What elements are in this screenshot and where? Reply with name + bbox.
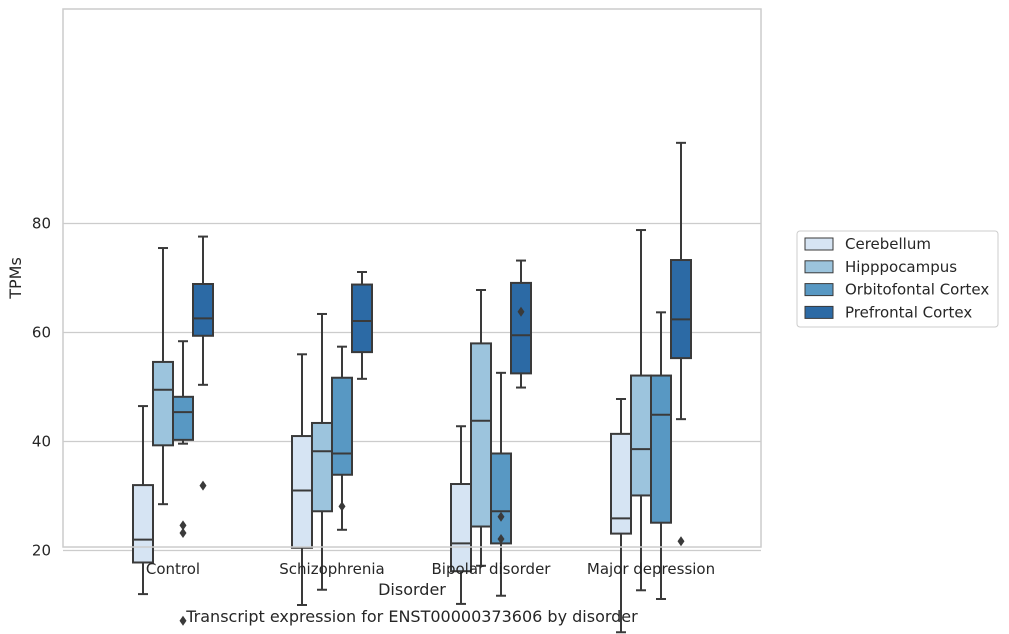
box-body (351, 283, 373, 354)
box-3-3 (670, 141, 692, 547)
outlier-point (497, 511, 505, 522)
box-3-1 (351, 271, 373, 380)
y-tick-label: 20 (32, 542, 51, 560)
box-body (490, 452, 512, 545)
box-body (630, 374, 652, 497)
chart-caption: Transcript expression for ENST0000037360… (185, 607, 638, 626)
box-0-0 (132, 405, 154, 596)
box-3-2 (510, 259, 532, 389)
x-tick-label: Schizophrenia (279, 560, 384, 578)
box-2-0 (172, 340, 194, 626)
outlier-point (677, 536, 685, 547)
y-tick-label: 40 (32, 433, 51, 451)
box-2-2 (490, 371, 512, 597)
legend-swatch (804, 237, 834, 251)
outlier-point (179, 615, 187, 626)
outlier-point (179, 528, 187, 539)
box-0-1 (291, 353, 313, 606)
x-axis-label: Disorder (378, 580, 446, 599)
box-body (311, 421, 333, 513)
legend-label: Cerebellum (845, 235, 931, 253)
gridlines (63, 222, 761, 552)
box-2-3 (650, 311, 672, 601)
x-tick-label: Bipolar disorder (432, 560, 552, 578)
outlier-point (338, 501, 346, 512)
box-body (172, 395, 194, 441)
box-1-0 (152, 247, 174, 506)
legend-label: Hipppocampus (845, 258, 957, 276)
box-1-1 (311, 312, 333, 591)
box-body (670, 259, 692, 360)
box-body (291, 435, 313, 549)
box-body (152, 360, 174, 447)
box-0-2 (450, 425, 472, 605)
legend-label: Prefrontal Cortex (845, 303, 972, 321)
outlier-point (199, 480, 207, 491)
box-3-0 (192, 235, 214, 491)
box-body (192, 282, 214, 337)
box-body (331, 376, 353, 476)
y-tick-labels: 20 40 60 80 (32, 215, 51, 560)
box-body (470, 342, 492, 528)
outlier-point (497, 534, 505, 545)
legend-swatch (804, 305, 834, 319)
box-layer (132, 141, 692, 634)
outlier-point (517, 306, 525, 317)
plot-frame (62, 8, 762, 548)
legend-swatch (804, 283, 834, 297)
box-1-3 (630, 229, 652, 592)
box-2-1 (331, 345, 353, 531)
y-axis-label: TPMs (6, 257, 25, 300)
y-tick-label: 60 (32, 324, 51, 342)
y-tick-label: 80 (32, 215, 51, 233)
legend: Cerebellum Hipppocampus Orbitofontal Corte… (796, 230, 999, 328)
box-body (510, 281, 532, 375)
box-body (650, 374, 672, 524)
box-0-3 (610, 397, 632, 634)
x-tick-labels: Control Schizophrenia Bipolar disorder Majo… (146, 560, 715, 578)
box-body (450, 483, 472, 573)
legend-frame (796, 230, 999, 328)
legend-swatch (804, 260, 834, 274)
x-tick-label: Major depression (587, 560, 715, 578)
outlier-point (179, 520, 187, 531)
x-tick-label: Control (146, 560, 200, 578)
box-body (132, 484, 154, 564)
legend-label: Orbitofontal Cortex (845, 281, 989, 299)
box-1-2 (470, 288, 492, 567)
